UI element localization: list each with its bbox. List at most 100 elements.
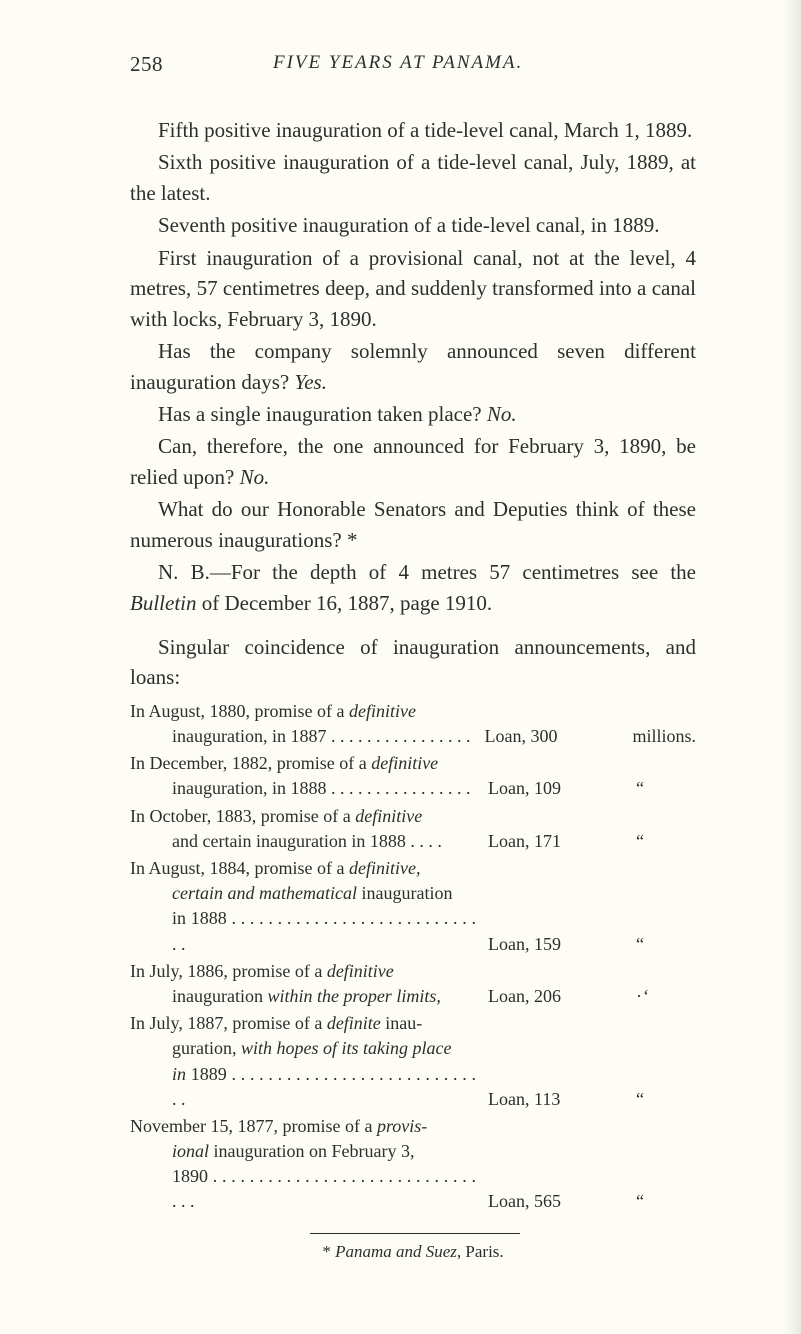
loan-line: certain and mathematical inauguration xyxy=(130,881,476,906)
page-number: 258 xyxy=(130,52,163,77)
loan-text: In December, 1882, promise of a xyxy=(130,753,371,773)
loan-ital: definitive xyxy=(349,701,416,721)
loan-line: inauguration, in 1888 . . . . . . . . . … xyxy=(130,776,476,801)
loan-ital: certain and mathematical xyxy=(172,883,357,903)
loan-text: inauguration xyxy=(357,883,452,903)
loan-row: In August, 1880, promise of a definitive… xyxy=(130,699,696,749)
para-5-answer: Yes. xyxy=(294,370,327,394)
loan-amount: Loan, 113 xyxy=(476,1087,626,1112)
para-9-text: N. B.—For the depth of 4 metres 57 centi… xyxy=(158,560,696,584)
loan-ital: provis- xyxy=(377,1116,427,1136)
loan-ital: definitive xyxy=(371,753,438,773)
loan-desc: In August, 1884, promise of a definitive… xyxy=(130,856,476,957)
loan-desc: In October, 1883, promise of a definitiv… xyxy=(130,804,476,854)
loan-text: inauguration on February 3, xyxy=(209,1141,414,1161)
footnote: * Panama and Suez, Paris. xyxy=(130,1242,696,1262)
para-5-text: Has the company solemnly announced seven… xyxy=(130,339,696,393)
loan-unit: “ xyxy=(626,776,696,801)
loan-row: In December, 1882, promise of a definiti… xyxy=(130,751,696,801)
loan-text: In October, 1883, promise of a xyxy=(130,806,355,826)
para-10: Singular coincidence of inauguration ann… xyxy=(130,632,696,693)
loan-ital: in xyxy=(172,1064,186,1084)
loan-line: In July, 1886, promise of a definitive xyxy=(130,959,476,984)
loan-table: In August, 1880, promise of a definitive… xyxy=(130,699,696,1215)
loan-amount: Loan, 159 xyxy=(476,932,626,957)
page-shadow xyxy=(783,0,801,1334)
loan-unit: “ xyxy=(626,1189,696,1214)
running-title: FIVE YEARS AT PANAMA. xyxy=(273,52,523,77)
loan-line: In July, 1887, promise of a definite ina… xyxy=(130,1011,476,1036)
loan-desc: In December, 1882, promise of a definiti… xyxy=(130,751,476,801)
para-1: Fifth positive inauguration of a tide-le… xyxy=(130,115,696,145)
loan-line: In December, 1882, promise of a definiti… xyxy=(130,751,476,776)
loan-line: inauguration, in 1887 . . . . . . . . . … xyxy=(130,724,472,749)
loan-desc: In August, 1880, promise of a definitive… xyxy=(130,699,472,749)
loan-text: guration, xyxy=(172,1038,241,1058)
loan-unit: millions. xyxy=(622,724,696,749)
book-page: 258 FIVE YEARS AT PANAMA. Fifth positive… xyxy=(0,0,801,1334)
loan-line: guration, with hopes of its taking place xyxy=(130,1036,476,1061)
para-3: Seventh positive inauguration of a tide-… xyxy=(130,210,696,240)
loan-amount: Loan, 109 xyxy=(476,776,626,801)
loan-ital: ional xyxy=(172,1141,209,1161)
loan-line: in 1889 . . . . . . . . . . . . . . . . … xyxy=(130,1062,476,1112)
footnote-marker: * xyxy=(322,1242,335,1261)
loan-text: 1889 . . . . . . . . . . . . . . . . . .… xyxy=(172,1064,476,1109)
para-2: Sixth positive inauguration of a tide-le… xyxy=(130,147,696,208)
loan-row: In October, 1883, promise of a definitiv… xyxy=(130,804,696,854)
bulletin-ital: Bulletin xyxy=(130,591,197,615)
loan-row: November 15, 1877, promise of a provis- … xyxy=(130,1114,696,1215)
para-4: First inauguration of a provisional cana… xyxy=(130,243,696,334)
loan-line: ional inauguration on February 3, xyxy=(130,1139,476,1164)
para-8: What do our Honorable Senators and Deput… xyxy=(130,494,696,555)
para-9: N. B.—For the depth of 4 metres 57 centi… xyxy=(130,557,696,618)
para-7-text: Can, therefore, the one announced for Fe… xyxy=(130,434,696,488)
loan-amount: Loan, 206 xyxy=(476,984,626,1009)
loan-ital: definitive xyxy=(327,961,394,981)
loan-ital: definitive xyxy=(355,806,422,826)
loan-text: In July, 1887, promise of a xyxy=(130,1013,327,1033)
footnote-rule xyxy=(310,1233,520,1234)
loan-row: In July, 1887, promise of a definite ina… xyxy=(130,1011,696,1112)
bulletin-tail: of December 16, 1887, page 1910. xyxy=(197,591,493,615)
loan-ital: definite xyxy=(327,1013,381,1033)
page-header: 258 FIVE YEARS AT PANAMA. xyxy=(130,52,696,77)
loan-unit: “ xyxy=(626,829,696,854)
loan-unit: “ xyxy=(626,932,696,957)
loan-row: In August, 1884, promise of a definitive… xyxy=(130,856,696,957)
para-6-answer: No. xyxy=(487,402,517,426)
para-6: Has a single inauguration taken place? N… xyxy=(130,399,696,429)
loan-ital: within the proper limits, xyxy=(267,986,440,1006)
loan-text: In August, 1880, promise of a xyxy=(130,701,349,721)
loan-line: 1890 . . . . . . . . . . . . . . . . . .… xyxy=(130,1164,476,1214)
loan-text: inauguration xyxy=(172,986,267,1006)
loan-desc: In July, 1886, promise of a definitive i… xyxy=(130,959,476,1009)
loan-ital: with hopes of its taking place xyxy=(241,1038,451,1058)
loan-line: November 15, 1877, promise of a provis- xyxy=(130,1114,476,1139)
loan-amount: Loan, 300 xyxy=(472,724,622,749)
loan-amount: Loan, 171 xyxy=(476,829,626,854)
loan-line: In August, 1884, promise of a definitive… xyxy=(130,856,476,881)
para-6-text: Has a single inauguration taken place? xyxy=(158,402,487,426)
loan-unit: “ xyxy=(626,1087,696,1112)
loan-row: In July, 1886, promise of a definitive i… xyxy=(130,959,696,1009)
loan-desc: November 15, 1877, promise of a provis- … xyxy=(130,1114,476,1215)
loan-desc: In July, 1887, promise of a definite ina… xyxy=(130,1011,476,1112)
loan-text: November 15, 1877, promise of a xyxy=(130,1116,377,1136)
loan-line: and certain inauguration in 1888 . . . . xyxy=(130,829,476,854)
loan-text: In July, 1886, promise of a xyxy=(130,961,327,981)
loan-amount: Loan, 565 xyxy=(476,1189,626,1214)
loan-line: In October, 1883, promise of a definitiv… xyxy=(130,804,476,829)
footnote-tail: , Paris. xyxy=(457,1242,504,1261)
loan-line: In August, 1880, promise of a definitive xyxy=(130,699,472,724)
loan-unit: ·‘ xyxy=(626,984,696,1009)
loan-text: In August, 1884, promise of a xyxy=(130,858,349,878)
footnote-ital: Panama and Suez xyxy=(335,1242,457,1261)
loan-text: inau- xyxy=(381,1013,422,1033)
loan-ital: definitive, xyxy=(349,858,420,878)
para-7: Can, therefore, the one announced for Fe… xyxy=(130,431,696,492)
para-7-answer: No. xyxy=(240,465,270,489)
loan-line: in 1888 . . . . . . . . . . . . . . . . … xyxy=(130,906,476,956)
loan-line: inauguration within the proper limits, xyxy=(130,984,476,1009)
para-5: Has the company solemnly announced seven… xyxy=(130,336,696,397)
